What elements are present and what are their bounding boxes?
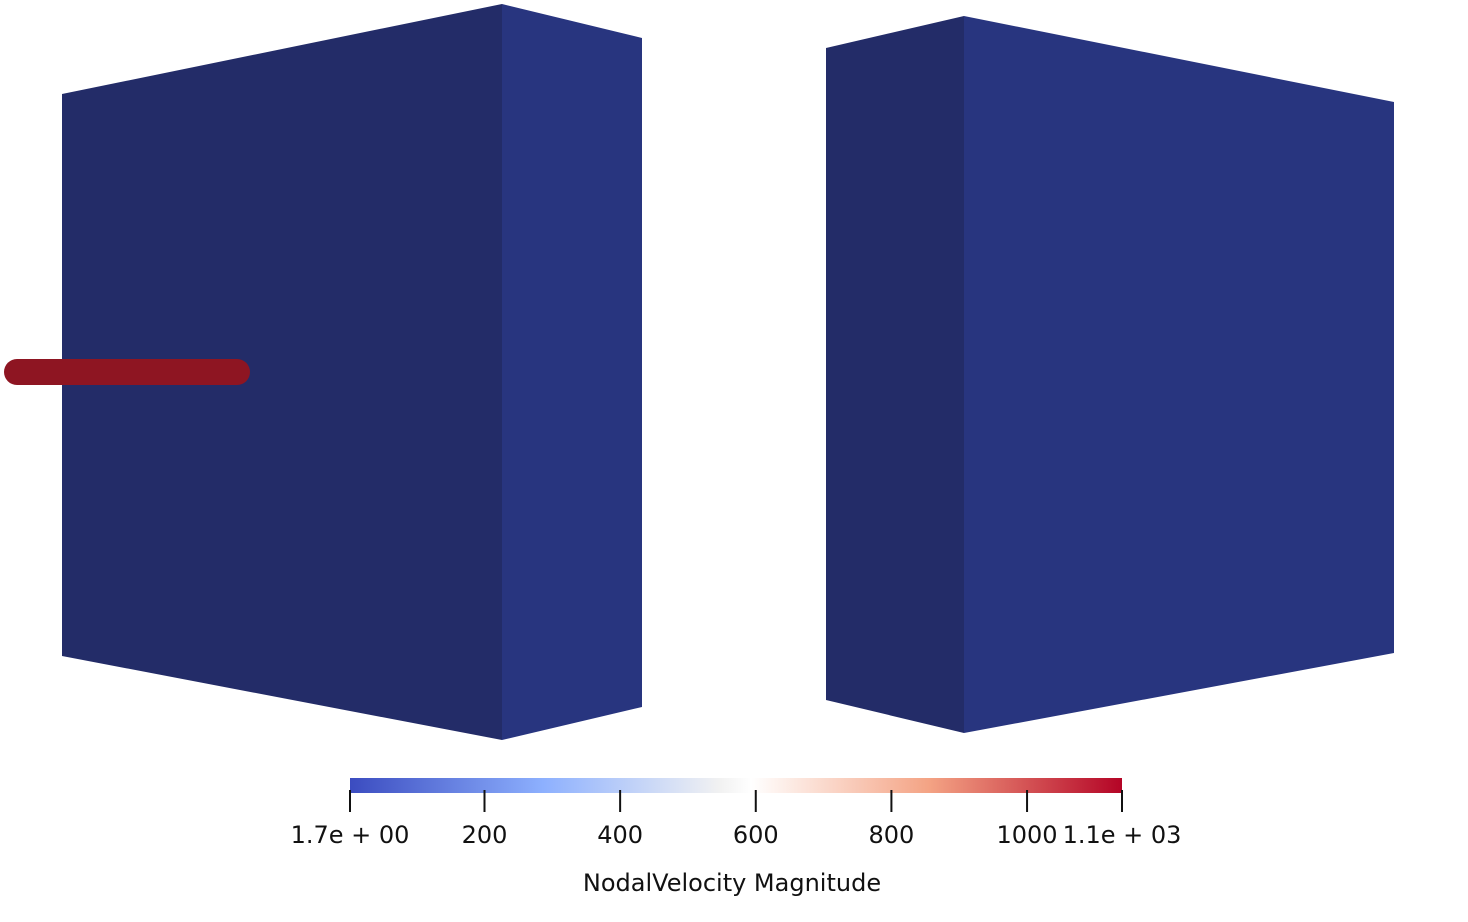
tick-label: 1.7e + 00 — [291, 821, 410, 849]
right-block — [826, 16, 1394, 733]
tick-label: 1.1e + 03 — [1063, 821, 1182, 849]
tick-label: 800 — [869, 821, 915, 849]
projectile-rod — [4, 359, 250, 385]
color-bar-title: NodalVelocity Magnitude — [583, 869, 881, 897]
color-bar — [350, 778, 1122, 793]
tick-label: 600 — [733, 821, 779, 849]
tick-label: 1000 — [997, 821, 1058, 849]
tick-label: 200 — [462, 821, 508, 849]
tick-label: 400 — [597, 821, 643, 849]
left-block — [62, 4, 642, 740]
